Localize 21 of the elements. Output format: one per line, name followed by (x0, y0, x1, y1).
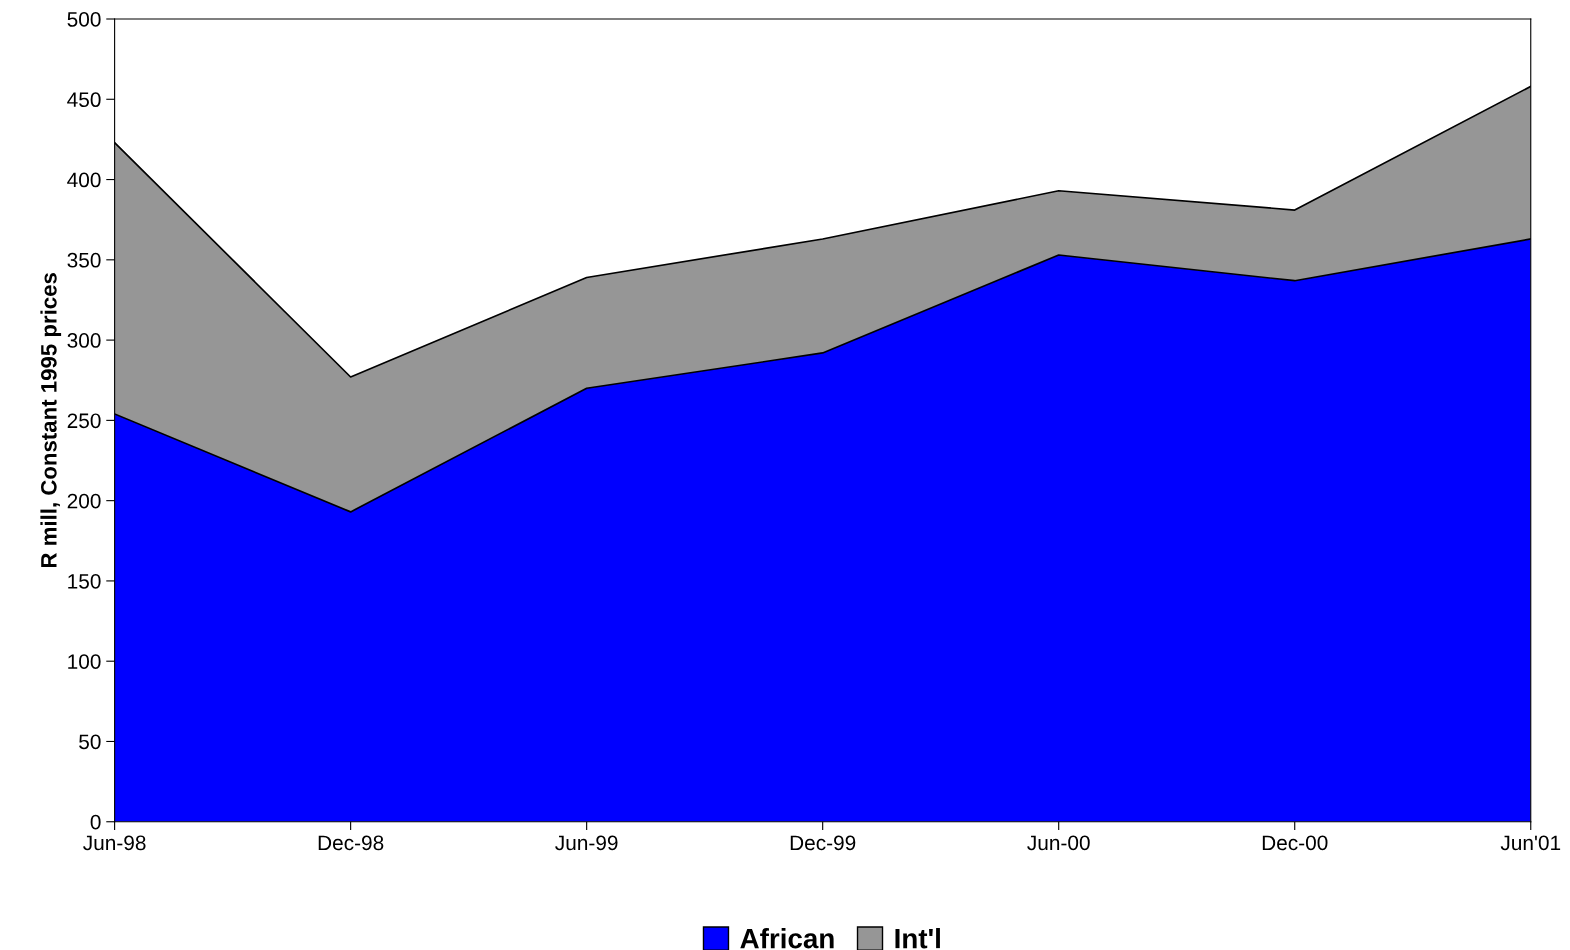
y-tick-label: 450 (67, 92, 101, 108)
y-tick-label: 150 (68, 573, 101, 589)
x-tick-label: Dec-98 (318, 835, 384, 851)
x-tick-label: Jun-00 (1027, 835, 1090, 851)
x-tick-label: Jun'01 (1500, 835, 1561, 851)
legend-label: African (740, 928, 834, 949)
x-tick-label: Dec-00 (1262, 835, 1328, 851)
y-tick-label: 500 (67, 12, 101, 27)
y-tick-label: 250 (67, 413, 101, 429)
y-tick-label: 100 (68, 654, 101, 669)
x-tick-label: Dec-99 (790, 835, 856, 851)
y-tick-label: 0 (90, 814, 101, 830)
y-tick-label: 400 (67, 172, 101, 188)
y-tick-label: 50 (79, 734, 101, 750)
y-tick-label: 300 (67, 333, 101, 348)
y-axis-title: R mill, Constant 1995 prices (40, 273, 62, 568)
x-tick-label: Jun-98 (83, 835, 146, 851)
y-tick-label: 350 (67, 252, 101, 268)
legend-label: Int'l (895, 928, 940, 949)
y-tick-label: 200 (67, 493, 101, 509)
x-tick-label: Jun-99 (555, 835, 618, 851)
